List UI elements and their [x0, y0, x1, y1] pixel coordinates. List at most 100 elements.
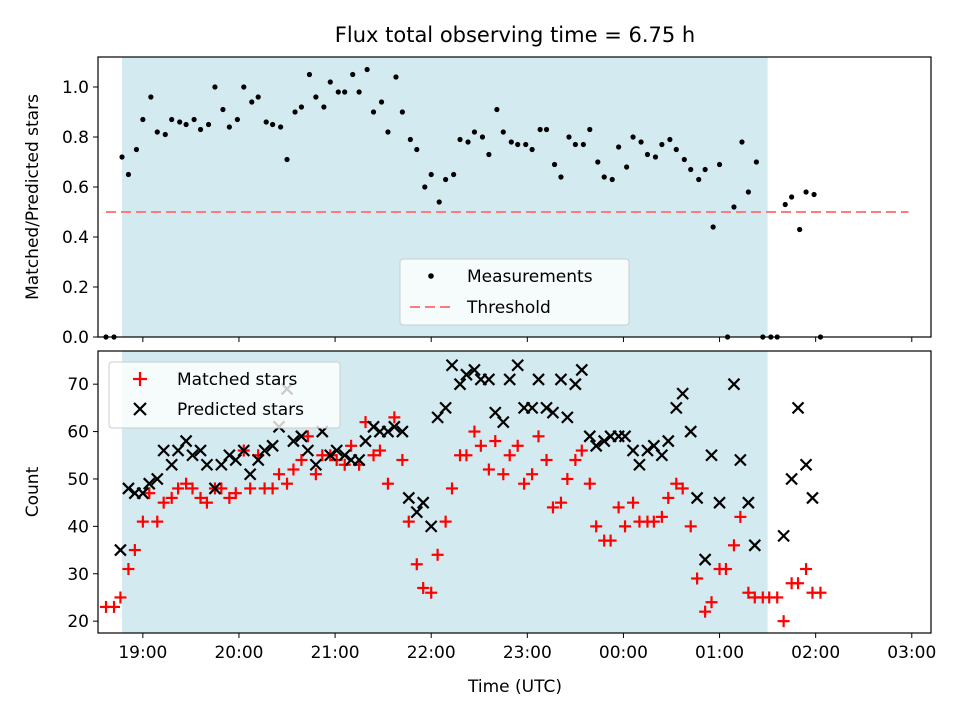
matched-star-point: [410, 558, 423, 571]
matched-star-point: [281, 477, 294, 490]
matched-star-point: [186, 482, 199, 495]
predicted-star-point: [641, 444, 654, 457]
measurement-point: [342, 89, 348, 95]
matched-star-point: [583, 477, 596, 490]
matched-star-point: [122, 563, 135, 576]
predicted-star-point: [396, 425, 409, 438]
matched-star-point: [474, 439, 487, 452]
matched-star-point: [526, 468, 539, 481]
matched-star-point: [172, 482, 185, 495]
measurement-point: [191, 116, 197, 123]
measurement-point: [154, 129, 160, 135]
matched-star-point: [273, 468, 286, 481]
matched-star-point: [200, 496, 213, 509]
measurement-point: [169, 116, 175, 123]
measurement-point: [566, 134, 572, 140]
matched-star-point: [143, 487, 156, 500]
measurement-point: [471, 129, 478, 135]
y-tick-label: 60: [67, 423, 89, 443]
predicted-star-point: [618, 430, 632, 443]
measurement-point: [515, 141, 521, 148]
predicted-star-point: [388, 420, 401, 434]
matched-star-point: [655, 510, 668, 523]
predicted-star-point: [777, 529, 790, 543]
predicted-star-point: [381, 425, 395, 438]
measurement-point: [782, 201, 788, 208]
measurement-point: [284, 156, 290, 163]
matched-star-point: [705, 596, 718, 609]
y-tick-label: 0.0: [62, 328, 89, 348]
measurement-points: [103, 66, 824, 340]
measurement-point: [148, 94, 154, 100]
matched-star-point: [742, 586, 755, 599]
predicted-star-point: [589, 439, 603, 453]
measurement-point: [745, 189, 751, 195]
measurement-point: [667, 136, 673, 143]
predicted-star-point: [676, 387, 689, 400]
measurement-point: [558, 174, 564, 180]
predicted-star-point: [684, 425, 697, 438]
predicted-star-point: [655, 448, 669, 462]
matched-star-point: [367, 449, 380, 462]
measurement-point: [551, 161, 558, 168]
measurement-point: [443, 176, 449, 183]
bottom-legend-box: [108, 361, 341, 429]
measurement-point: [306, 71, 313, 78]
measurement-point: [428, 171, 434, 178]
measurement-point: [659, 141, 665, 148]
measurement-point: [385, 129, 391, 135]
measurement-point: [681, 156, 687, 163]
measurement-point: [226, 124, 232, 130]
matched-star-point: [309, 468, 322, 481]
matched-star-point: [180, 477, 193, 490]
predicted-star-point: [748, 539, 762, 552]
matched-star-point: [417, 581, 430, 594]
legend-matched-marker: [133, 372, 147, 386]
matched-star-point: [108, 600, 121, 613]
measurement-point: [249, 99, 255, 105]
predicted-stars-points: [114, 358, 819, 566]
measurement-point: [595, 159, 601, 165]
matched-star-point: [777, 615, 790, 628]
bottom-y-axis-label: Count: [23, 466, 43, 517]
measurement-point: [255, 94, 261, 100]
measurement-point: [378, 99, 385, 105]
matched-star-point: [157, 496, 170, 509]
matched-star-point: [800, 563, 813, 576]
predicted-star-point: [705, 448, 718, 462]
matched-star-point: [532, 430, 545, 443]
predicted-star-point: [597, 434, 611, 448]
matched-star-point: [662, 491, 675, 504]
measurement-point: [508, 139, 514, 145]
matched-star-point: [540, 454, 553, 467]
measurement-point: [523, 141, 529, 148]
measurement-point: [414, 146, 420, 153]
measurement-point: [133, 146, 140, 153]
y-tick-label: 70: [67, 375, 89, 395]
predicted-star-point: [727, 377, 741, 391]
predicted-star-point: [338, 448, 351, 462]
matched-star-point: [425, 586, 438, 599]
matched-star-point: [612, 501, 625, 514]
matched-star-point: [215, 482, 228, 495]
y-tick-label: 40: [67, 517, 89, 537]
predicted-star-point: [532, 373, 545, 386]
matched-star-point: [792, 577, 805, 590]
y-tick-label: 0.6: [62, 178, 89, 198]
matched-star-point: [676, 482, 689, 495]
matched-star-point: [627, 496, 640, 509]
measurement-point: [422, 184, 428, 190]
measurement-point: [479, 134, 486, 140]
measurement-point: [803, 189, 809, 195]
measurement-point: [673, 146, 679, 153]
measurement-point: [572, 141, 578, 148]
x-tick-label: 01:00: [695, 643, 744, 663]
predicted-star-point: [554, 373, 568, 386]
measurement-point: [197, 126, 204, 133]
measurement-point: [212, 84, 218, 90]
chart-title: Flux total observing time = 6.75 h: [335, 23, 695, 47]
measurement-point: [587, 126, 593, 133]
predicted-star-point: [114, 543, 127, 557]
matched-star-point: [554, 496, 567, 509]
measurement-point: [630, 134, 636, 140]
